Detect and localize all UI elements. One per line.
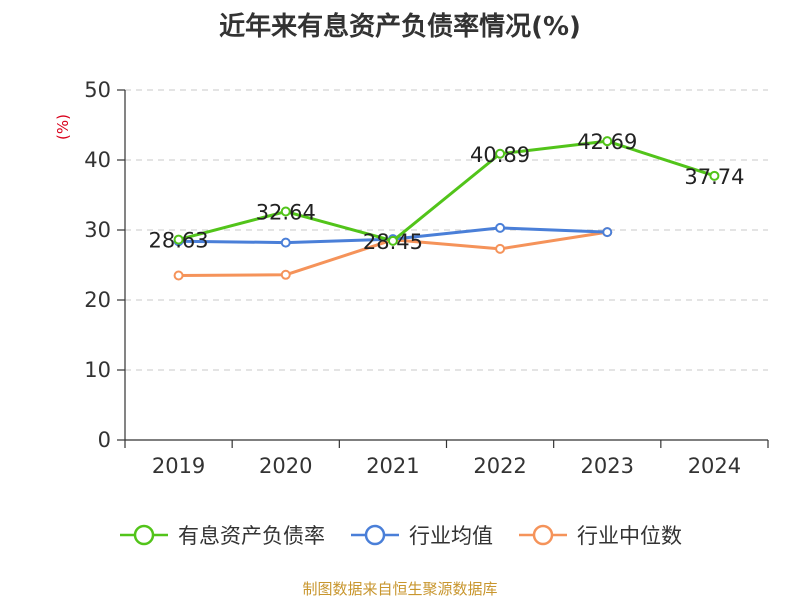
legend-item-debt-ratio[interactable]: 有息资产负债率 [118, 520, 325, 550]
data-label: 32.64 [256, 201, 316, 225]
source-note: 制图数据来自恒生聚源数据库 [302, 580, 498, 598]
series-point-2 [173, 270, 184, 281]
data-label: 28.45 [363, 230, 423, 254]
data-label: 42.69 [577, 130, 637, 154]
legend-label-industry-mean: 行业均值 [409, 524, 493, 548]
series-point-0 [495, 148, 506, 159]
series-line-0 [178, 139, 715, 243]
chart-title: 近年来有息资产负债率情况(%) [219, 12, 581, 42]
x-tick-label: 2023 [581, 454, 634, 478]
series-point-1 [495, 222, 506, 233]
legend-marker-debt-ratio [120, 524, 168, 546]
legend-marker-industry-mean [351, 524, 399, 546]
y-tick-label: 40 [84, 148, 111, 172]
data-label: 37.74 [684, 165, 744, 189]
x-tick-label: 2022 [473, 454, 526, 478]
x-tick-label: 2024 [688, 454, 741, 478]
series-point-0 [173, 234, 184, 245]
x-tick-label: 2020 [259, 454, 312, 478]
series-point-1 [602, 227, 613, 238]
y-tick-label: 10 [84, 358, 111, 382]
series-point-0 [280, 206, 291, 217]
series-point-2 [280, 269, 291, 280]
legend-marker-industry-median [519, 524, 567, 546]
legend: 有息资产负债率 行业均值 行业中位数 [0, 520, 800, 550]
legend-label-debt-ratio: 有息资产负债率 [178, 524, 325, 548]
y-tick-label: 50 [84, 78, 111, 102]
series-point-0 [602, 136, 613, 147]
y-axis-label: (%) [54, 114, 72, 140]
legend-label-industry-median: 行业中位数 [577, 524, 682, 548]
y-tick-label: 30 [84, 218, 111, 242]
series-point-0 [709, 170, 720, 181]
series-point-0 [387, 235, 398, 246]
x-tick-label: 2021 [366, 454, 419, 478]
series-point-2 [495, 243, 506, 254]
y-tick-label: 0 [98, 428, 111, 452]
legend-item-industry-median[interactable]: 行业中位数 [517, 520, 682, 550]
y-tick-label: 20 [84, 288, 111, 312]
data-label: 28.63 [149, 229, 209, 253]
x-tick-label: 2019 [152, 454, 205, 478]
legend-item-industry-mean[interactable]: 行业均值 [349, 520, 493, 550]
data-label: 40.89 [470, 143, 530, 167]
series-point-1 [280, 237, 291, 248]
